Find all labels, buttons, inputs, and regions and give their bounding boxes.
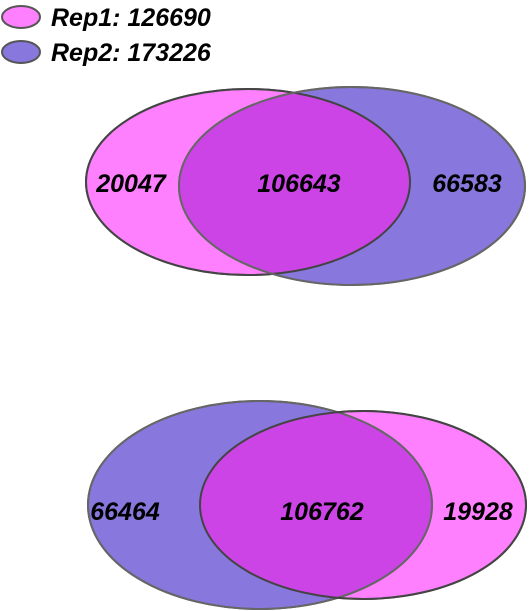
legend-label-rep2: Rep2: 173226 [51, 39, 212, 67]
venn-bottom-right-count: 19928 [443, 498, 513, 526]
venn-top-left-count: 20047 [95, 170, 167, 198]
venn-bottom: 66464 106762 19928 [87, 400, 527, 610]
venn-top-rep2-outline [178, 86, 526, 286]
venn-bottom-rep2-outline [87, 400, 433, 610]
venn-bottom-overlap-count: 106762 [280, 498, 364, 526]
legend: Rep1: 126690 Rep2: 173226 [1, 4, 212, 67]
legend-swatch-rep1 [1, 5, 41, 29]
venn-top-rep1-outline [85, 88, 411, 276]
venn-top-overlap [179, 89, 410, 275]
venn-bottom-rep1-outline [199, 410, 527, 600]
legend-label-rep1: Rep1: 126690 [51, 4, 211, 32]
venn-bottom-left-count: 66464 [90, 498, 160, 526]
venn-top-overlap-count: 106643 [257, 170, 341, 198]
venn-bottom-overlap [200, 411, 432, 599]
venn-top-right-count: 66583 [432, 170, 502, 198]
venn-top: 20047 106643 66583 [85, 86, 526, 286]
legend-swatch-rep2 [1, 40, 41, 64]
